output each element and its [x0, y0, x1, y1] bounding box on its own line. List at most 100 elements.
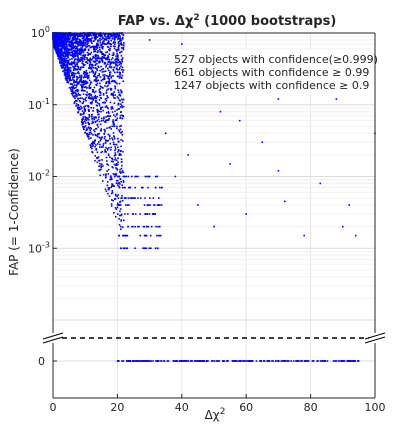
data-point — [81, 50, 84, 53]
data-point — [84, 122, 87, 124]
data-point — [266, 360, 269, 362]
data-point — [121, 195, 123, 197]
data-point — [63, 69, 66, 71]
data-point — [121, 91, 123, 93]
data-point — [59, 41, 62, 43]
data-point — [122, 234, 124, 237]
data-point — [80, 84, 82, 86]
data-point — [123, 42, 125, 44]
data-point — [89, 57, 91, 60]
data-point — [105, 82, 107, 85]
data-point — [102, 165, 104, 167]
data-point — [174, 360, 177, 362]
data-point — [70, 45, 73, 47]
data-point — [111, 199, 113, 201]
data-point — [108, 134, 111, 137]
data-point — [104, 188, 107, 191]
data-point — [115, 143, 118, 146]
data-point — [97, 39, 100, 42]
data-point — [76, 55, 79, 58]
data-point — [75, 79, 78, 81]
data-point — [149, 204, 151, 206]
data-point — [117, 184, 119, 187]
data-point — [100, 168, 102, 171]
data-point — [174, 175, 177, 178]
data-point — [108, 41, 110, 43]
data-point — [102, 40, 105, 43]
data-point — [312, 360, 315, 362]
data-point — [96, 43, 98, 45]
data-point — [81, 88, 84, 91]
data-point — [286, 360, 288, 362]
data-point — [109, 126, 111, 128]
data-point — [58, 53, 61, 55]
data-point — [77, 60, 80, 63]
data-point — [112, 75, 114, 77]
data-point — [87, 126, 90, 129]
data-point — [111, 111, 114, 113]
data-point — [144, 234, 146, 237]
data-point — [121, 186, 124, 189]
data-point — [87, 76, 90, 79]
data-point — [110, 146, 112, 149]
data-point — [76, 63, 79, 66]
data-point — [76, 81, 79, 83]
data-point — [107, 107, 110, 110]
data-point — [111, 57, 114, 59]
data-point — [67, 70, 70, 73]
data-point — [116, 182, 119, 185]
data-point — [75, 103, 78, 105]
data-point — [76, 61, 78, 64]
data-point — [68, 38, 71, 40]
data-point — [110, 92, 113, 95]
data-point — [84, 56, 86, 59]
data-point — [110, 175, 112, 177]
data-point — [80, 49, 83, 52]
data-point — [156, 360, 158, 362]
annotation-1: 527 objects with confidence(≥0.999) — [174, 53, 378, 66]
data-point — [339, 360, 341, 362]
data-point — [139, 197, 142, 199]
data-point — [145, 234, 148, 237]
data-point — [107, 55, 109, 57]
data-point — [283, 360, 286, 362]
data-point — [164, 132, 167, 135]
data-point — [84, 116, 86, 118]
data-point — [259, 360, 261, 362]
data-point — [107, 164, 110, 166]
data-point — [72, 34, 74, 36]
data-point — [69, 41, 71, 44]
data-point — [104, 136, 106, 138]
data-point — [62, 44, 64, 46]
data-point — [100, 57, 102, 60]
data-point — [117, 360, 120, 362]
data-point — [117, 97, 120, 99]
data-point — [116, 125, 118, 128]
data-point — [108, 53, 111, 56]
data-point — [94, 94, 97, 97]
data-point — [129, 197, 132, 199]
data-point — [119, 228, 122, 230]
data-point — [57, 37, 59, 39]
data-point — [111, 183, 113, 185]
data-point — [179, 360, 182, 362]
data-point — [104, 85, 106, 87]
data-point — [54, 47, 56, 50]
data-point — [66, 72, 69, 75]
data-point — [62, 61, 65, 63]
data-point — [72, 52, 75, 55]
data-point — [82, 116, 85, 118]
data-point — [90, 34, 93, 37]
data-point — [103, 117, 105, 120]
data-point — [98, 61, 101, 63]
data-point — [72, 65, 74, 68]
data-point — [82, 113, 84, 115]
data-point — [93, 116, 95, 118]
data-point — [75, 81, 78, 84]
data-point — [80, 47, 82, 49]
data-point — [105, 51, 107, 54]
data-point — [85, 116, 87, 119]
data-point — [99, 85, 102, 88]
data-point — [64, 39, 67, 42]
